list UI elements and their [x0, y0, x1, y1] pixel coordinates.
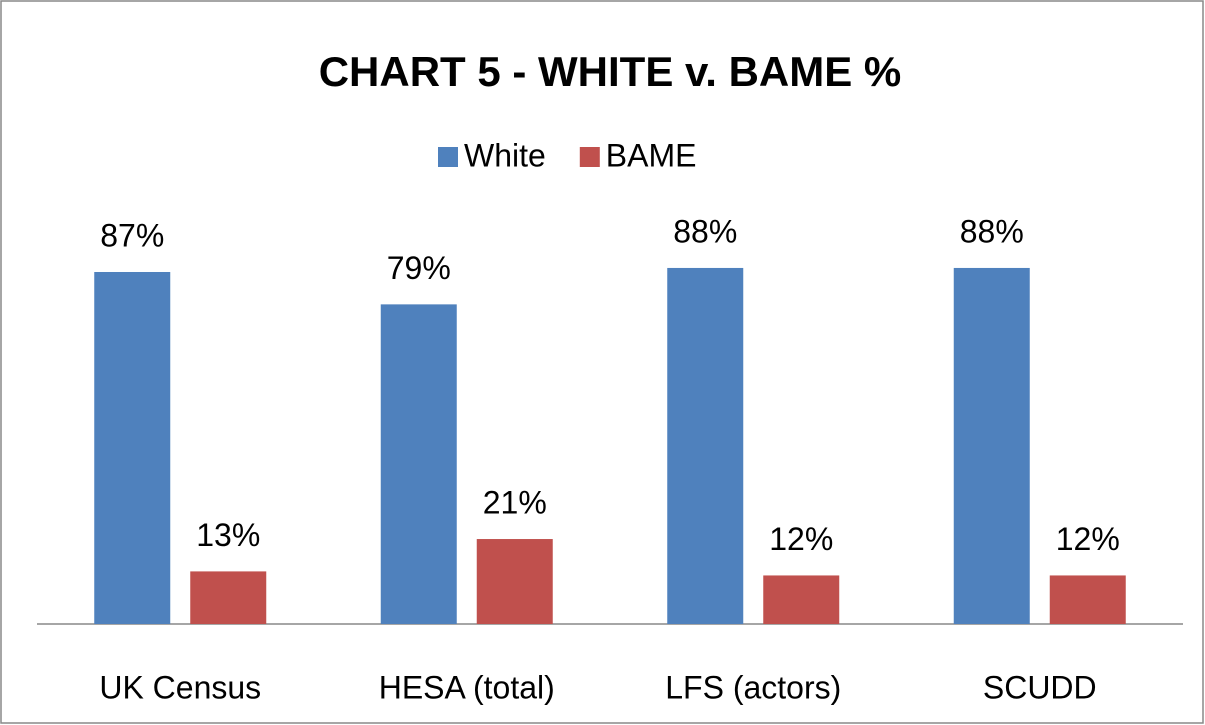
bar [953, 267, 1030, 624]
data-label: 21% [483, 484, 547, 520]
x-tick-label: HESA (total) [379, 669, 555, 705]
bar [763, 575, 840, 624]
data-label: 88% [960, 213, 1024, 249]
bar [380, 304, 457, 624]
legend-swatch [579, 147, 600, 167]
data-label: 12% [769, 521, 833, 557]
legend-label: White [464, 137, 546, 173]
chart-title: CHART 5 - WHITE v. BAME % [319, 48, 902, 95]
data-label: 88% [673, 213, 737, 249]
data-label: 87% [100, 217, 164, 253]
bar [94, 271, 171, 624]
bar [190, 571, 267, 624]
x-tick-label: LFS (actors) [665, 669, 841, 705]
bar [667, 267, 744, 624]
x-tick-label: UK Census [99, 669, 261, 705]
bar [1049, 575, 1126, 624]
legend-swatch [438, 147, 458, 167]
bar [476, 539, 553, 624]
x-tick-label: SCUDD [983, 669, 1097, 705]
legend-label: BAME [606, 137, 697, 173]
data-label: 79% [387, 250, 451, 286]
data-label: 12% [1056, 521, 1120, 557]
data-label: 13% [196, 517, 260, 553]
